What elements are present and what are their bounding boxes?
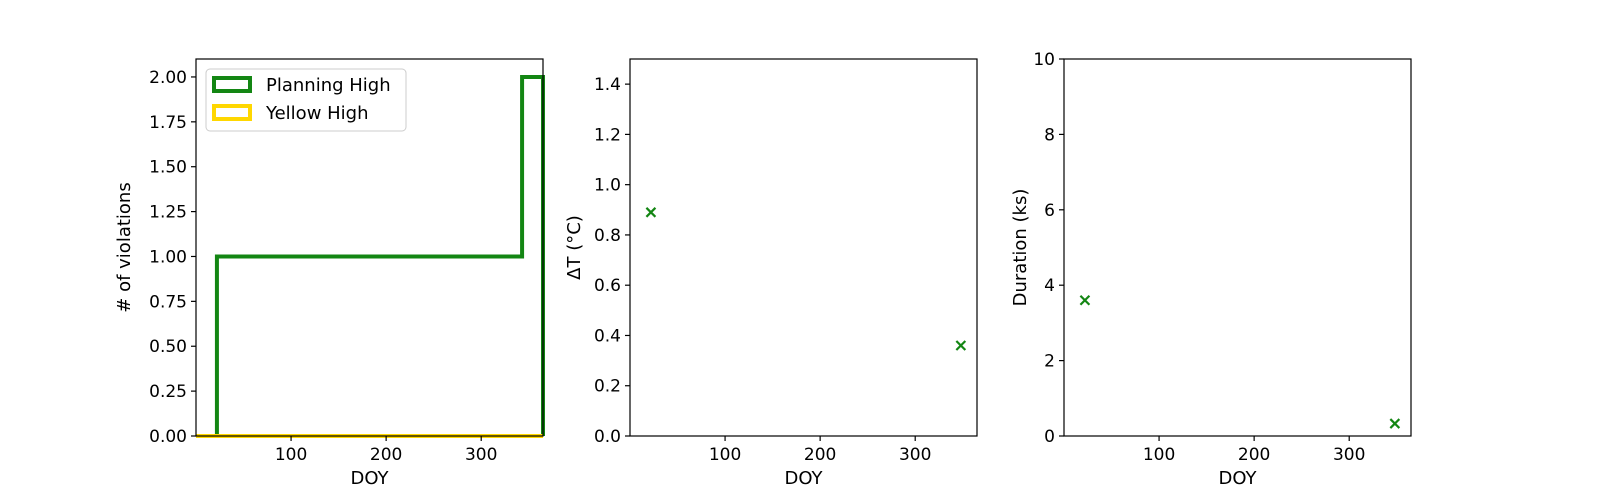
y-tick-label: 1.4 [594, 75, 621, 95]
legend-swatch-0 [212, 76, 252, 93]
y-tick-label: 1.50 [149, 158, 187, 178]
y-tick-label: 1.0 [594, 176, 621, 196]
y-axis-label: ΔT (°C) [564, 215, 585, 280]
x-axis-label: DOY [350, 468, 389, 489]
legend: Planning High Yellow High [205, 68, 407, 132]
scatter-point-0 [1079, 295, 1091, 306]
x-tick-label: 300 [899, 445, 931, 465]
x-tick-label: 300 [1333, 445, 1365, 465]
x-tick-label: 200 [804, 445, 836, 465]
y-tick-label: 0.6 [594, 276, 621, 296]
x-tick-label: 200 [370, 445, 402, 465]
y-tick-label: 2 [1044, 352, 1055, 372]
y-tick-label: 0.00 [149, 427, 187, 447]
legend-box [205, 68, 407, 132]
y-tick-label: 1.2 [594, 125, 621, 145]
y-tick-label: 1.00 [149, 247, 187, 267]
y-tick-label: 10 [1033, 50, 1055, 70]
x-axis-label: DOY [784, 468, 823, 489]
axes-frame [195, 58, 544, 437]
y-tick-label: 6 [1044, 201, 1055, 221]
scatter-point-0 [645, 207, 657, 218]
y-tick-label: 2.00 [149, 68, 187, 88]
y-tick-label: 1.25 [149, 203, 187, 223]
chart-panel-delta-t: 100 200 300 0.0 0.2 0.4 0.6 0.8 1.0 1.2 1.4 DOY ΔT (… [564, 58, 978, 489]
legend-label-0: Planning High [266, 75, 391, 96]
legend-swatch-1 [212, 104, 252, 121]
scatter-point-1 [1389, 418, 1401, 429]
scatter-point-stroke [955, 340, 967, 351]
y-tick-label: 8 [1044, 125, 1055, 145]
legend-label-1: Yellow High [265, 103, 369, 124]
scatter-point-stroke [645, 207, 657, 218]
y-tick-label: 0.50 [149, 337, 187, 357]
x-axis-label: DOY [1218, 468, 1257, 489]
axes-frame [1063, 58, 1412, 437]
x-tick-label: 300 [465, 445, 497, 465]
scatter-point-1 [955, 340, 967, 351]
y-tick-label: 4 [1044, 276, 1055, 296]
y-tick-label: 0.25 [149, 382, 187, 402]
x-tick-label: 100 [709, 445, 741, 465]
y-tick-label: 0.0 [594, 427, 621, 447]
y-tick-label: 1.75 [149, 113, 187, 133]
scatter-point-stroke [1389, 418, 1401, 429]
chart-panel-violations: 100 200 300 0.00 0.25 0.50 0.75 1.00 1.25 1.50 1.7… [114, 58, 545, 489]
y-tick-label: 0.8 [594, 226, 621, 246]
y-axis-label: Duration (ks) [1010, 189, 1031, 307]
chart-panel-duration: 100 200 300 0 2 4 6 8 10 DOY Duration (ks) [1010, 50, 1412, 489]
scatter-point-stroke [1079, 295, 1091, 306]
x-tick-label: 200 [1238, 445, 1270, 465]
axes-frame [629, 58, 978, 437]
y-axis-label: # of violations [114, 182, 135, 312]
y-tick-label: 0.2 [594, 377, 621, 397]
y-tick-label: 0.4 [594, 326, 621, 346]
x-tick-label: 100 [1143, 445, 1175, 465]
x-tick-label: 100 [275, 445, 307, 465]
y-tick-label: 0.75 [149, 292, 187, 312]
y-tick-label: 0 [1044, 427, 1055, 447]
